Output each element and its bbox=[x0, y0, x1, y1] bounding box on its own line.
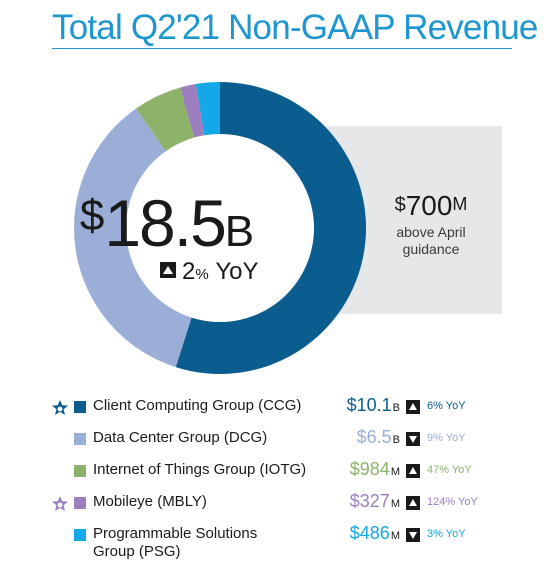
value-dollar: $ bbox=[356, 427, 367, 447]
legend-yoy-dcg: 9% YoY bbox=[427, 432, 466, 444]
value-number: 10.1 bbox=[356, 395, 392, 415]
down-arrow-icon bbox=[406, 528, 420, 542]
legend-value-ccg: $10.1B bbox=[347, 395, 400, 416]
value-number: 327 bbox=[359, 491, 390, 511]
value-unit: M bbox=[390, 530, 400, 542]
legend-yoy-mbly: 124% YoY bbox=[427, 496, 478, 508]
total-value: 18.5 bbox=[104, 186, 226, 260]
legend-label-mbly: Mobileye (MBLY) bbox=[93, 493, 207, 510]
up-arrow-icon bbox=[406, 400, 420, 414]
legend-swatch-ccg bbox=[74, 401, 86, 413]
legend-yoy-ccg: 6% YoY bbox=[427, 400, 466, 412]
total-yoy: 2% YoY bbox=[160, 258, 259, 286]
revenue-donut-chart bbox=[73, 82, 367, 375]
legend-row-mbly: Mobileye (MBLY) $327M 124% YoY bbox=[0, 491, 552, 522]
guidance-value: 700 bbox=[405, 190, 453, 221]
legend-row-dcg: Data Center Group (DCG) $6.5B 9% YoY bbox=[0, 427, 552, 458]
legend-value-iotg: $984M bbox=[350, 459, 400, 480]
legend-label-psg-line2: Group (PSG) bbox=[93, 543, 181, 560]
legend-swatch-iotg bbox=[74, 465, 86, 477]
legend-label-ccg: Client Computing Group (CCG) bbox=[93, 397, 302, 414]
total-unit: B bbox=[224, 207, 255, 256]
legend-swatch-psg bbox=[74, 529, 86, 541]
value-dollar: $ bbox=[349, 491, 360, 511]
legend-label-psg: Programmable Solutions Group (PSG) bbox=[93, 525, 257, 561]
up-arrow-icon bbox=[160, 261, 176, 278]
legend-value-mbly: $327M bbox=[350, 491, 400, 512]
legend-swatch-mbly bbox=[74, 497, 86, 509]
up-arrow-icon bbox=[406, 464, 420, 478]
total-dollar-sign: $ bbox=[79, 191, 105, 240]
value-dollar: $ bbox=[346, 395, 357, 415]
legend-value-dcg: $6.5B bbox=[357, 427, 400, 448]
legend-value-psg: $486M bbox=[350, 523, 400, 544]
total-revenue: $18.5B bbox=[0, 185, 380, 261]
value-number: 486 bbox=[359, 523, 390, 543]
guidance-text-line1: above April bbox=[396, 224, 466, 240]
total-yoy-pct-sign: % bbox=[195, 266, 209, 283]
down-arrow-icon bbox=[406, 432, 420, 446]
title-divider bbox=[52, 48, 512, 49]
value-unit: B bbox=[392, 402, 400, 414]
legend-row-ccg: Client Computing Group (CCG) $10.1B 6% Y… bbox=[0, 395, 552, 426]
legend-label-dcg: Data Center Group (DCG) bbox=[93, 429, 268, 446]
legend-label-psg-line1: Programmable Solutions bbox=[93, 525, 258, 542]
value-unit: M bbox=[390, 466, 400, 478]
legend-row-psg: Programmable Solutions Group (PSG) $486M … bbox=[0, 523, 552, 560]
star-icon bbox=[52, 496, 68, 511]
total-yoy-label: YoY bbox=[215, 258, 259, 285]
legend-yoy-psg: 3% YoY bbox=[427, 528, 466, 540]
legend-swatch-dcg bbox=[74, 433, 86, 445]
guidance-callout: $700M above April guidance bbox=[366, 190, 496, 258]
total-yoy-pct: 2 bbox=[182, 258, 196, 285]
legend-label-iotg: Internet of Things Group (IOTG) bbox=[93, 461, 307, 478]
legend-row-iotg: Internet of Things Group (IOTG) $984M 47… bbox=[0, 459, 552, 490]
guidance-dollar-sign: $ bbox=[394, 194, 406, 216]
guidance-unit: M bbox=[452, 194, 468, 214]
value-unit: B bbox=[392, 434, 400, 446]
value-dollar: $ bbox=[349, 459, 360, 479]
star-icon bbox=[52, 400, 68, 415]
legend-yoy-iotg: 47% YoY bbox=[427, 464, 472, 476]
up-arrow-icon bbox=[406, 496, 420, 510]
value-dollar: $ bbox=[349, 523, 360, 543]
value-number: 984 bbox=[359, 459, 390, 479]
value-unit: M bbox=[390, 498, 400, 510]
guidance-text-line2: guidance bbox=[402, 241, 460, 257]
chart-title: Total Q2'21 Non-GAAP Revenue bbox=[52, 8, 538, 47]
value-number: 6.5 bbox=[366, 427, 392, 447]
